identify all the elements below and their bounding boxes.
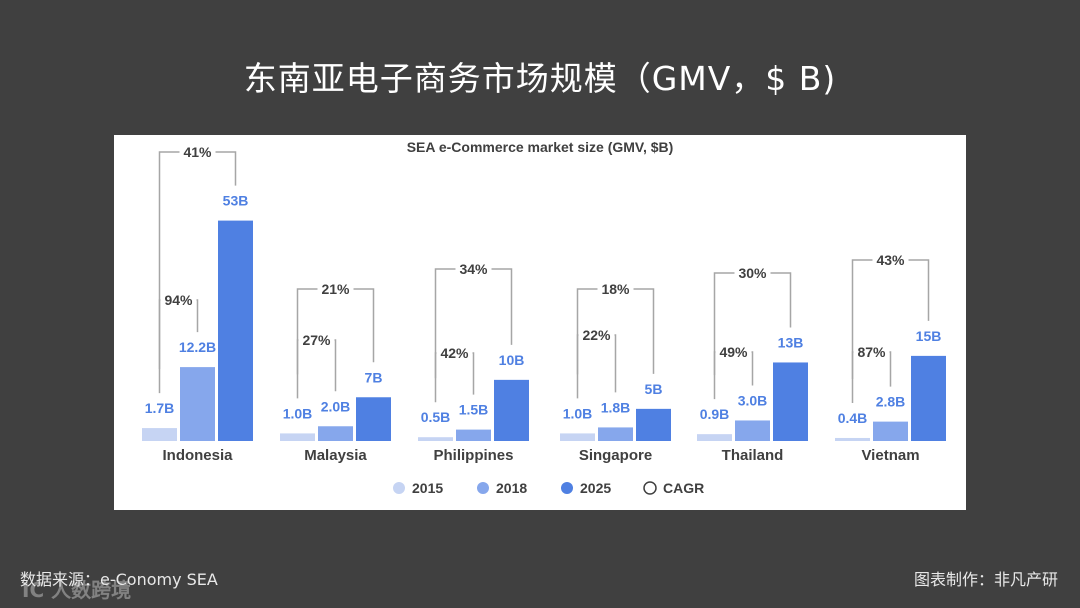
cagr-label-short-vietnam: 87% [857,344,886,360]
cagr-label-short-philippines: 42% [440,345,469,361]
cagr-label-long-malaysia: 21% [321,281,350,297]
bar-label-thailand-2018: 3.0B [738,392,768,408]
bar-label-indonesia-2018: 12.2B [179,339,216,355]
cagr-label-short-indonesia: 94% [164,292,193,308]
category-label-philippines: Philippines [433,447,513,464]
cagr-bracket-short-malaysia [296,339,337,399]
legend-marker-2018 [477,482,489,494]
slide-title: 东南亚电子商务市场规模（GMV，$ B) [243,59,837,98]
bar-philippines-2015 [418,437,453,441]
bar-label-singapore-2018: 1.8B [601,399,631,415]
bar-thailand-2015 [697,434,732,441]
category-label-malaysia: Malaysia [304,447,367,464]
cagr-label-short-thailand: 49% [719,344,748,360]
cagr-bracket-long-indonesia [158,151,237,370]
bar-label-thailand-2015: 0.9B [700,406,730,422]
bar-label-singapore-2025: 5B [645,381,663,397]
bar-thailand-2025 [773,362,808,441]
chart-panel: SEA e-Commerce market size (GMV, $B) 1.7B… [114,135,966,510]
cagr-bracket-long-philippines [434,268,513,379]
cagr-bracket-long-thailand [713,272,792,376]
bar-vietnam-2015 [835,437,870,441]
bar-indonesia-2015 [142,428,177,441]
legend-label-cagr: CAGR [663,480,704,496]
bar-label-malaysia-2015: 1.0B [283,405,313,421]
legend-label-2018: 2018 [496,480,527,496]
bar-label-malaysia-2025: 7B [365,369,383,385]
bar-label-malaysia-2018: 2.0B [321,398,351,414]
cagr-bracket-long-malaysia [296,288,375,375]
bar-vietnam-2025 [911,355,946,441]
bar-malaysia-2015 [280,433,315,441]
cagr-label-long-philippines: 34% [459,261,488,277]
cagr-label-long-vietnam: 43% [876,252,905,268]
watermark: IC 人数跨境 [22,578,132,602]
bar-philippines-2018 [456,429,491,441]
source-note: 数据来源：e-Conomy SEA [20,570,218,589]
bar-label-philippines-2018: 1.5B [459,402,489,418]
bar-indonesia-2018 [180,367,215,441]
chart-credit: 图表制作：非凡产研 [913,570,1058,589]
legend-marker-2025 [561,482,573,494]
cagr-label-short-malaysia: 27% [302,332,331,348]
bar-malaysia-2025 [356,397,391,441]
category-label-singapore: Singapore [579,447,652,464]
bar-label-vietnam-2015: 0.4B [838,410,868,426]
bar-singapore-2015 [560,433,595,441]
bar-label-philippines-2025: 10B [499,352,525,368]
bar-label-indonesia-2025: 53B [223,193,249,209]
chart-title: SEA e-Commerce market size (GMV, $B) [407,139,674,155]
bar-vietnam-2018 [873,421,908,441]
bar-label-indonesia-2015: 1.7B [145,400,175,416]
legend-marker-2015 [393,482,405,494]
bar-label-vietnam-2018: 2.8B [876,394,906,410]
bar-chart: SEA e-Commerce market size (GMV, $B) 1.7B… [142,139,946,496]
bar-singapore-2025 [636,408,671,441]
bar-label-thailand-2025: 13B [778,334,804,350]
category-label-thailand: Thailand [722,447,784,464]
category-label-vietnam: Vietnam [861,447,919,464]
bar-philippines-2025 [494,379,529,441]
cagr-label-long-singapore: 18% [601,281,630,297]
bar-label-philippines-2015: 0.5B [421,409,451,425]
cagr-label-long-indonesia: 41% [183,144,212,160]
cagr-label-short-singapore: 22% [582,327,611,343]
cagr-label-long-thailand: 30% [738,265,767,281]
cagr-bracket-short-singapore [576,334,617,399]
bar-indonesia-2025 [218,220,253,441]
legend-marker-cagr [643,481,657,495]
legend-label-2015: 2015 [412,480,443,496]
cagr-bracket-long-vietnam [851,259,930,379]
legend-label-2025: 2025 [580,480,611,496]
cagr-bracket-long-singapore [576,288,655,375]
bar-label-singapore-2015: 1.0B [563,405,593,421]
bar-singapore-2018 [598,427,633,441]
bar-label-vietnam-2025: 15B [916,328,942,344]
bar-thailand-2018 [735,420,770,441]
bar-malaysia-2018 [318,426,353,441]
category-label-indonesia: Indonesia [162,447,233,464]
